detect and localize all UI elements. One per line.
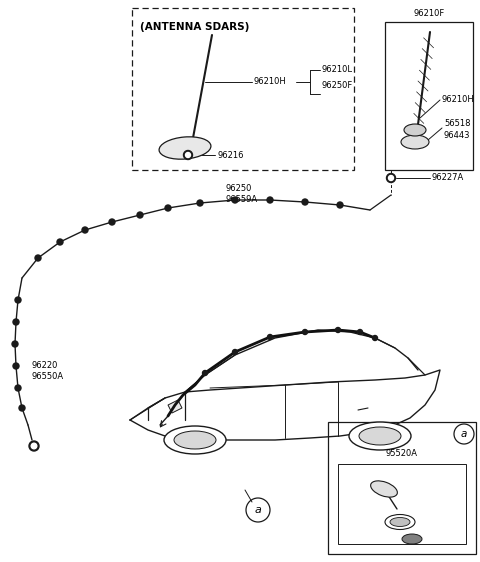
Text: 96220: 96220: [32, 361, 59, 370]
Ellipse shape: [404, 124, 426, 136]
Circle shape: [267, 334, 273, 339]
Circle shape: [185, 152, 191, 157]
Text: 95520A: 95520A: [386, 450, 418, 459]
Circle shape: [31, 443, 37, 449]
Circle shape: [372, 336, 377, 341]
Ellipse shape: [401, 135, 429, 149]
Text: (ANTENNA SDARS): (ANTENNA SDARS): [140, 22, 250, 32]
Circle shape: [82, 227, 88, 233]
Circle shape: [35, 255, 41, 261]
Circle shape: [232, 350, 238, 355]
Circle shape: [12, 341, 18, 347]
Circle shape: [165, 205, 171, 211]
Circle shape: [302, 199, 308, 205]
Circle shape: [57, 239, 63, 245]
Circle shape: [232, 197, 238, 203]
Ellipse shape: [390, 518, 410, 527]
Bar: [328, 422, 476, 554]
Text: 96227A: 96227A: [432, 174, 464, 183]
Bar: [132, 8, 354, 170]
Circle shape: [13, 319, 19, 325]
Ellipse shape: [359, 427, 401, 445]
Text: 56518: 56518: [444, 120, 470, 129]
Circle shape: [337, 202, 343, 208]
Text: 96210H: 96210H: [442, 96, 475, 105]
Circle shape: [267, 197, 273, 203]
Circle shape: [197, 200, 203, 206]
Text: 96210F: 96210F: [413, 9, 444, 18]
Ellipse shape: [349, 422, 411, 450]
Circle shape: [358, 329, 362, 334]
Text: 96216: 96216: [217, 151, 243, 160]
Text: 96550A: 96550A: [32, 372, 64, 381]
Text: 96250F: 96250F: [322, 81, 353, 90]
Circle shape: [336, 328, 340, 333]
Text: 96559A: 96559A: [225, 195, 257, 204]
Bar: [385, 22, 473, 170]
Ellipse shape: [174, 431, 216, 449]
Text: 96443: 96443: [444, 132, 470, 140]
Circle shape: [15, 385, 21, 391]
Ellipse shape: [159, 137, 211, 159]
Circle shape: [302, 329, 308, 334]
Circle shape: [15, 297, 21, 303]
Bar: [338, 464, 466, 544]
Circle shape: [183, 151, 192, 160]
Text: 96210H: 96210H: [253, 78, 286, 87]
Circle shape: [19, 405, 25, 411]
Text: a: a: [461, 429, 467, 439]
Circle shape: [13, 363, 19, 369]
Circle shape: [29, 441, 39, 451]
Ellipse shape: [164, 426, 226, 454]
Circle shape: [137, 212, 143, 218]
Ellipse shape: [371, 481, 397, 497]
Ellipse shape: [402, 534, 422, 544]
Text: a: a: [254, 505, 262, 515]
Polygon shape: [168, 400, 182, 413]
Circle shape: [388, 175, 394, 180]
Text: 96210L: 96210L: [322, 66, 353, 75]
Circle shape: [386, 174, 396, 183]
Ellipse shape: [385, 514, 415, 529]
Circle shape: [109, 219, 115, 225]
Text: 96250: 96250: [225, 184, 252, 193]
Circle shape: [203, 370, 207, 375]
